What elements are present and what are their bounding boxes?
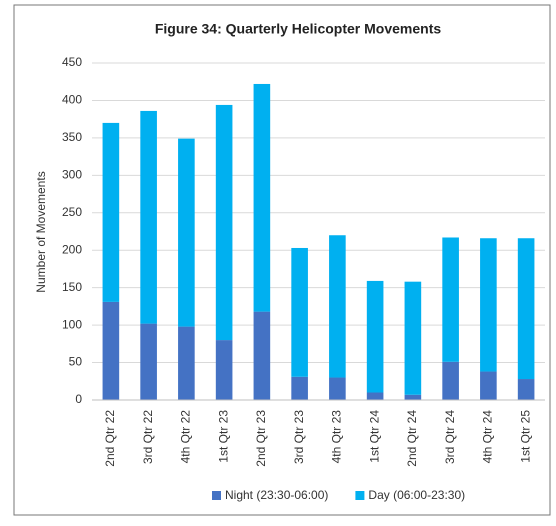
y-tick-label: 200 (62, 242, 82, 256)
y-tick-label: 450 (62, 55, 82, 69)
y-tick-label: 400 (62, 93, 82, 107)
x-tick-label: 3rd Qtr 22 (141, 410, 155, 464)
y-tick-label: 300 (62, 168, 82, 182)
x-tick-label: 4th Qtr 22 (179, 410, 193, 464)
y-tick-label: 0 (75, 392, 82, 406)
bar-segment (366, 392, 384, 400)
x-tick-label: 2nd Qtr 24 (405, 410, 419, 467)
y-tick-label: 350 (62, 130, 82, 144)
x-tick-label: 1st Qtr 25 (518, 410, 532, 463)
x-tick-label: 4th Qtr 24 (481, 410, 495, 464)
legend-swatch (355, 491, 365, 500)
bar-segment (215, 340, 233, 400)
x-tick-label: 3rd Qtr 23 (292, 410, 306, 464)
y-tick-label: 250 (62, 205, 82, 219)
bar-segment (517, 238, 535, 380)
x-tick-label: 4th Qtr 23 (330, 410, 344, 464)
legend-label: Day (06:00-23:30) (368, 488, 465, 502)
x-tick-label: 1st Qtr 23 (216, 410, 230, 463)
legend-label: Night (23:30-06:00) (225, 488, 328, 502)
bar-segment (140, 323, 157, 400)
x-tick-label: 1st Qtr 24 (367, 410, 381, 463)
bar-segment (291, 247, 308, 377)
bar-segment (215, 104, 233, 341)
bar-segment (480, 371, 497, 400)
bar-segment (480, 238, 497, 372)
bar-segment (102, 301, 120, 400)
bar-segment (253, 311, 271, 400)
x-tick-label: 2nd Qtr 23 (254, 410, 268, 467)
x-tick-label: 3rd Qtr 24 (443, 410, 457, 464)
bar-segment (404, 394, 422, 400)
y-tick-label: 100 (62, 317, 82, 331)
bar-segment (366, 280, 384, 393)
bar-segment (102, 122, 120, 302)
legend-swatch (212, 491, 221, 500)
bar-segment (178, 138, 195, 327)
y-tick-label: 50 (69, 355, 83, 369)
chart-frame (13, 4, 551, 516)
bar-segment (442, 237, 459, 362)
y-tick-label: 150 (62, 280, 82, 294)
bar-segment (329, 235, 346, 378)
bar-segment (517, 379, 535, 400)
y-axis-label: Number of Movements (34, 171, 48, 292)
bar-segment (404, 281, 422, 395)
bar-segment (253, 83, 271, 312)
x-tick-label: 2nd Qtr 22 (103, 410, 117, 467)
bar-segment (442, 361, 459, 400)
bar-segment (329, 377, 346, 400)
bar-segment (291, 376, 308, 400)
bar-segment (140, 110, 157, 324)
chart-title: Figure 34: Quarterly Helicopter Movement… (155, 21, 442, 37)
bar-segment (178, 326, 195, 400)
